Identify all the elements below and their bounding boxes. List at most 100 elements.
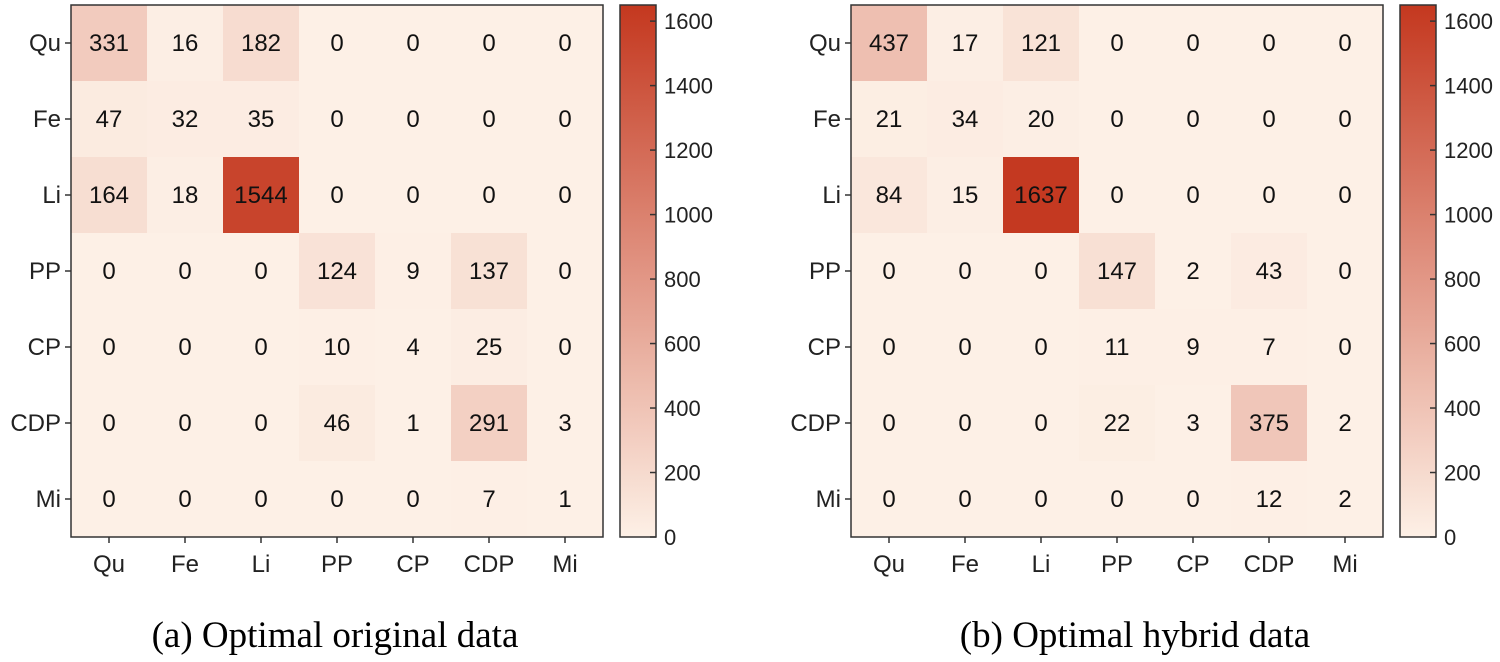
cell-value-r0-c0: 331 — [89, 30, 129, 57]
cell-value-r6-c0: 0 — [102, 486, 115, 513]
heatmap-cell-r0-c2 — [1003, 5, 1079, 81]
cell-value-r3-c6: 0 — [1338, 258, 1351, 285]
colorbar-tick-800: 800 — [1444, 267, 1481, 292]
x-tick-label-PP: PP — [321, 551, 353, 578]
x-tick-label-CP: CP — [1176, 551, 1209, 578]
cell-value-r1-c0: 21 — [876, 106, 903, 133]
cell-value-r2-c6: 0 — [558, 182, 571, 209]
cell-value-r0-c1: 16 — [172, 30, 199, 57]
cell-value-r1-c6: 0 — [1338, 106, 1351, 133]
x-tick-label-Li: Li — [252, 551, 271, 578]
heatmap-cell-r5-c4 — [375, 385, 451, 461]
heatmap-cell-r1-c1 — [147, 81, 223, 157]
heatmap-cell-r4-c1 — [147, 309, 223, 385]
x-tick-label-CP: CP — [396, 551, 429, 578]
heatmap-cell-r1-c6 — [527, 81, 603, 157]
cell-value-r2-c3: 0 — [330, 182, 343, 209]
heatmap-cell-r6-c0 — [851, 461, 927, 537]
cell-value-r6-c0: 0 — [882, 486, 895, 513]
colorbar-tick-1600: 1600 — [664, 9, 713, 34]
cell-value-r5-c2: 0 — [254, 410, 267, 437]
cell-value-r0-c4: 0 — [406, 30, 419, 57]
y-tick-label-Qu: Qu — [809, 30, 841, 57]
heatmap-cell-r1-c2 — [223, 81, 299, 157]
heatmap-cell-r1-c4 — [1155, 81, 1231, 157]
heatmap-cell-r6-c3 — [299, 461, 375, 537]
cell-value-r3-c5: 137 — [469, 258, 509, 285]
heatmap-cell-r4-c3 — [299, 309, 375, 385]
heatmap-cell-r4-c2 — [223, 309, 299, 385]
x-tick-label-Qu: Qu — [873, 551, 905, 578]
heatmap-cell-r0-c0 — [71, 5, 147, 81]
heatmap-cell-r5-c0 — [851, 385, 927, 461]
x-tick-label-Li: Li — [1032, 551, 1051, 578]
colorbar-frame — [1399, 4, 1437, 538]
heatmap-cell-r0-c3 — [299, 5, 375, 81]
cell-value-r1-c4: 0 — [1186, 106, 1199, 133]
heatmap-cell-r6-c0 — [71, 461, 147, 537]
cell-value-r0-c6: 0 — [1338, 30, 1351, 57]
cell-value-r5-c6: 3 — [558, 410, 571, 437]
cell-value-r6-c4: 0 — [1186, 486, 1199, 513]
heatmap-cell-r4-c3 — [1079, 309, 1155, 385]
cell-value-r3-c1: 0 — [178, 258, 191, 285]
heatmap-cell-r0-c0 — [851, 5, 927, 81]
heatmap-cell-r2-c2 — [223, 157, 299, 233]
cell-value-r6-c3: 0 — [330, 486, 343, 513]
heatmap-cell-r1-c0 — [851, 81, 927, 157]
cell-value-r2-c5: 0 — [482, 182, 495, 209]
cell-value-r1-c2: 20 — [1028, 106, 1055, 133]
cell-value-r4-c2: 0 — [254, 334, 267, 361]
heatmap-cell-r0-c3 — [1079, 5, 1155, 81]
cell-value-r1-c3: 0 — [1110, 106, 1123, 133]
heatmap-cell-r3-c5 — [451, 233, 527, 309]
x-tick-label-CDP: CDP — [1244, 551, 1295, 578]
heatmap-cell-r3-c1 — [147, 233, 223, 309]
heatmap-cell-r1-c3 — [1079, 81, 1155, 157]
heatmap-cell-r4-c5 — [451, 309, 527, 385]
cell-value-r5-c1: 0 — [178, 410, 191, 437]
heatmap-cell-r3-c2 — [223, 233, 299, 309]
cell-value-r4-c1: 0 — [958, 334, 971, 361]
heatmap-cell-r3-c4 — [375, 233, 451, 309]
heatmap-cell-r2-c1 — [147, 157, 223, 233]
colorbar-tick-600: 600 — [1444, 332, 1481, 357]
heatmap-cell-r6-c5 — [451, 461, 527, 537]
heatmap-cell-r2-c0 — [71, 157, 147, 233]
heatmap-cell-r2-c5 — [451, 157, 527, 233]
cell-value-r4-c4: 4 — [406, 334, 419, 361]
colorbar-tick-200: 200 — [664, 461, 701, 486]
colorbar-frame — [619, 4, 657, 538]
heatmap-cell-r0-c6 — [1307, 5, 1383, 81]
x-tick-label-CDP: CDP — [464, 551, 515, 578]
y-tick-label-CDP: CDP — [790, 410, 841, 437]
cell-value-r0-c0: 437 — [869, 30, 909, 57]
cell-value-r3-c0: 0 — [882, 258, 895, 285]
heatmap-cell-r1-c4 — [375, 81, 451, 157]
heatmap-cell-r1-c1 — [927, 81, 1003, 157]
y-tick-label-Qu: Qu — [29, 30, 61, 57]
heatmap-cell-r3-c5 — [1231, 233, 1307, 309]
heatmap-cell-r5-c6 — [527, 385, 603, 461]
heatmap-cell-r4-c6 — [527, 309, 603, 385]
cell-value-r1-c1: 32 — [172, 106, 199, 133]
heatmap-cell-r5-c1 — [147, 385, 223, 461]
cell-value-r4-c3: 11 — [1105, 334, 1130, 361]
cell-value-r4-c3: 10 — [324, 334, 351, 361]
heatmap-cell-r5-c4 — [1155, 385, 1231, 461]
heatmap-cell-r4-c0 — [851, 309, 927, 385]
cell-value-r6-c2: 0 — [254, 486, 267, 513]
cell-value-r0-c2: 182 — [241, 30, 281, 57]
cell-value-r6-c3: 0 — [1110, 486, 1123, 513]
cell-value-r5-c2: 0 — [1034, 410, 1047, 437]
heatmap-cell-r1-c5 — [1231, 81, 1307, 157]
heatmap-cell-r5-c0 — [71, 385, 147, 461]
caption-original: (a) Optimal original data — [152, 615, 519, 656]
cell-value-r0-c5: 0 — [1262, 30, 1275, 57]
cell-value-r1-c3: 0 — [330, 106, 343, 133]
cell-value-r5-c5: 291 — [469, 410, 509, 437]
heatmap-cell-r0-c1 — [147, 5, 223, 81]
heatmap-cell-r5-c6 — [1307, 385, 1383, 461]
cell-value-r3-c3: 147 — [1097, 258, 1137, 285]
heatmap-cell-r0-c5 — [1231, 5, 1307, 81]
